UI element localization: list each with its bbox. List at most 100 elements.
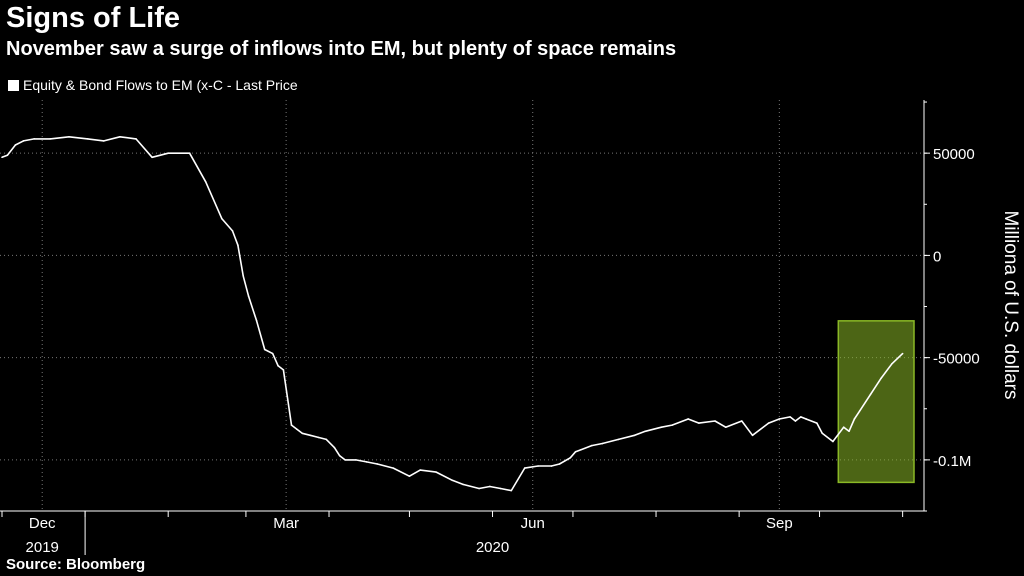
data-point (237, 244, 239, 246)
data-point (365, 461, 368, 463)
data-point (301, 432, 304, 435)
data-point (789, 416, 791, 418)
data-point (317, 436, 320, 439)
data-point (408, 475, 411, 478)
data-point (242, 275, 245, 277)
data-point (309, 434, 312, 437)
data-point (119, 136, 121, 138)
data-point (853, 418, 856, 420)
data-point (103, 140, 105, 142)
data-point (204, 180, 207, 183)
data-point (671, 424, 673, 426)
data-point (590, 444, 593, 447)
y-tick-label-1: 0 (933, 248, 941, 265)
data-point (271, 352, 274, 355)
data-point (478, 487, 480, 490)
data-point (167, 152, 169, 154)
data-point (489, 485, 491, 488)
data-point (1, 156, 3, 159)
data-point (569, 457, 572, 459)
data-point (220, 217, 223, 220)
data-point (282, 369, 285, 371)
data-point (419, 469, 421, 471)
data-point (376, 463, 379, 465)
data-point (338, 454, 341, 457)
data-point (499, 487, 502, 490)
data-point (687, 418, 690, 420)
data-point (821, 432, 824, 435)
data-point (296, 428, 298, 431)
data-point (805, 418, 807, 420)
x-tick-label-2: Jun (521, 515, 545, 532)
legend: Equity & Bond Flows to EM (x-C - Last Pr… (8, 77, 298, 93)
y-tick-label-3: -0.1M (933, 453, 971, 470)
y-axis-title: Milliona of U.S. dollars (1000, 210, 1021, 399)
data-point (698, 422, 700, 424)
x-tick-label-0: Dec (29, 515, 56, 532)
data-point (660, 426, 663, 428)
data-point (891, 362, 893, 365)
data-point (558, 463, 561, 465)
data-point (580, 448, 582, 451)
data-point (355, 459, 357, 461)
series-line (1, 136, 904, 492)
data-point (49, 138, 52, 140)
data-point (799, 416, 802, 418)
data-point (33, 138, 35, 140)
data-point (510, 489, 513, 492)
legend-swatch (8, 79, 19, 91)
data-point (751, 434, 754, 437)
x-tick-label-1: Mar (273, 515, 299, 532)
data-point (816, 422, 818, 424)
data-point (6, 154, 9, 157)
data-point (842, 426, 845, 428)
data-point (344, 459, 346, 461)
data-point (574, 450, 577, 453)
y-tick-label-0: 50000 (933, 146, 975, 163)
data-point (633, 434, 636, 437)
data-point (188, 152, 191, 154)
data-point (901, 352, 904, 355)
data-point (523, 467, 526, 469)
data-point (644, 430, 647, 433)
data-point (714, 420, 716, 422)
data-point (451, 479, 454, 482)
data-point (832, 440, 834, 443)
data-point (848, 430, 850, 433)
data-point (724, 426, 727, 428)
data-point (22, 140, 25, 142)
data-point (333, 446, 336, 449)
year-label-0: 2019 (26, 539, 59, 556)
data-point (290, 424, 293, 426)
data-point (550, 465, 553, 467)
highlight-box (837, 320, 915, 484)
data-point (277, 365, 279, 367)
chart-title: Signs of Life (6, 2, 180, 34)
source-note: Source: Bloomberg (6, 556, 146, 573)
year-label-1: 2020 (476, 539, 509, 556)
data-point (435, 471, 438, 473)
y-tick-label-2: -50000 (933, 351, 980, 368)
x-tick-label-3: Sep (766, 515, 793, 532)
data-point (263, 348, 266, 351)
data-point (537, 465, 539, 467)
data-point (86, 138, 89, 140)
data-point (247, 295, 250, 298)
data-point (778, 418, 781, 420)
data-point (325, 438, 328, 441)
data-point (255, 320, 258, 322)
data-point (392, 467, 395, 469)
data-point (135, 138, 137, 140)
data-point (767, 422, 770, 424)
chart-subtitle: November saw a surge of inflows into EM,… (6, 38, 677, 60)
legend-label: Equity & Bond Flows to EM (x-C - Last Pr… (23, 77, 298, 93)
data-point (869, 393, 872, 396)
data-point (231, 230, 234, 232)
data-point (14, 144, 17, 146)
data-point (858, 410, 861, 412)
data-point (462, 483, 464, 486)
data-point (880, 377, 882, 379)
data-point (617, 438, 620, 441)
data-point (741, 420, 743, 422)
